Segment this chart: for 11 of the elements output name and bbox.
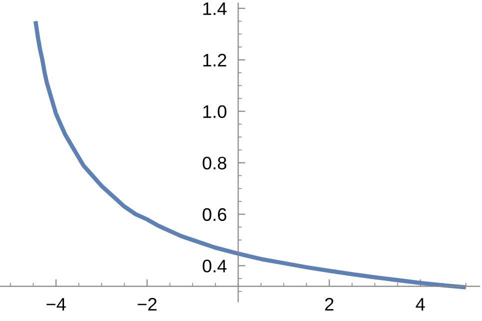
x-tick-label: −2 — [138, 298, 156, 310]
y-tick-label: 0.4 — [202, 260, 227, 272]
x-tick-label: 2 — [325, 298, 334, 310]
y-tick-label: 1.2 — [203, 54, 226, 66]
y-tick-label: 1.0 — [203, 105, 226, 118]
x-tick-label: −4 — [46, 298, 66, 310]
y-tick-label: 1.4 — [203, 2, 227, 15]
line-series — [33, 19, 468, 290]
y-tick-label: 0.8 — [202, 156, 226, 170]
y-tick-label: 0.6 — [202, 208, 226, 221]
x-tick-label: 4 — [416, 298, 425, 310]
